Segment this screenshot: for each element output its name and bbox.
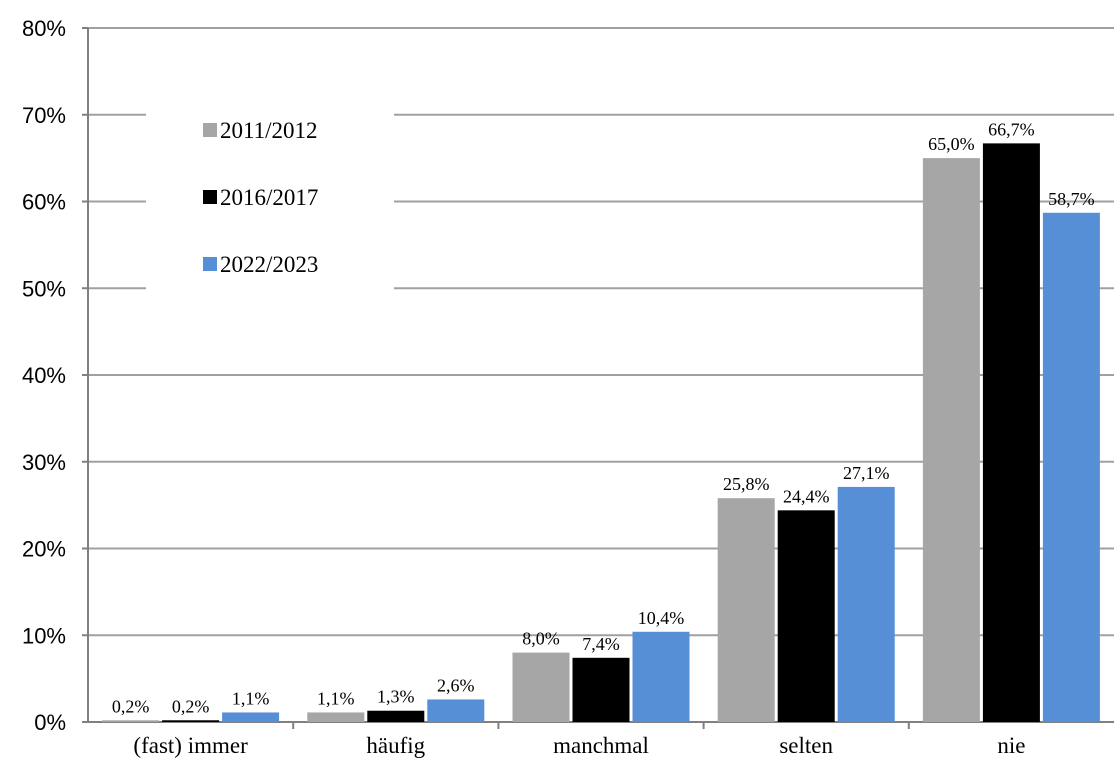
y-tick-label: 70% (22, 103, 66, 128)
bar (102, 720, 160, 722)
legend: 2011/2012 2016/2017 2022/2023 (146, 92, 394, 297)
data-label: 24,4% (783, 486, 830, 506)
bar (222, 712, 280, 722)
data-label: 10,4% (638, 608, 685, 628)
data-label: 8,0% (522, 629, 560, 649)
bar (1042, 212, 1100, 722)
legend-swatch (203, 190, 217, 204)
legend-label: 2022/2023 (220, 252, 318, 277)
y-tick-label: 10% (22, 623, 66, 648)
bar (512, 652, 570, 722)
data-label: 25,8% (723, 474, 770, 494)
x-category-label: selten (779, 733, 833, 758)
bars (102, 143, 1100, 722)
data-label: 27,1% (843, 463, 890, 483)
category-labels: (fast) immer häufig manchmal selten nie (133, 722, 1025, 758)
y-tick-label: 60% (22, 190, 66, 215)
data-label: 1,1% (317, 688, 355, 708)
legend-swatch (203, 257, 217, 271)
bar (307, 712, 365, 722)
bar (837, 486, 895, 722)
legend-swatch (203, 123, 217, 137)
data-label: 0,2% (172, 696, 210, 716)
bar (367, 710, 425, 722)
x-category-label: manchmal (553, 733, 649, 758)
y-tick-label: 40% (22, 363, 66, 388)
legend-background (146, 92, 394, 297)
bar (982, 143, 1040, 722)
x-category-label: häufig (366, 733, 425, 758)
bar (572, 657, 630, 722)
data-labels: 0,2% 0,2% 1,1% 1,1% 1,3% 2,6% 8,0% 7,4% 10,4% 25,… (112, 119, 1095, 716)
legend-label: 2011/2012 (220, 118, 318, 143)
data-label: 1,3% (377, 687, 415, 707)
data-label: 2,6% (437, 675, 475, 695)
y-tick-label: 80% (22, 16, 66, 41)
y-tick-label: 50% (22, 276, 66, 301)
legend-label: 2016/2017 (220, 185, 318, 210)
bar (427, 699, 485, 722)
bar (632, 631, 690, 722)
y-tick-label: 20% (22, 537, 66, 562)
data-label: 58,7% (1048, 189, 1095, 209)
bar (717, 498, 775, 722)
data-label: 1,1% (232, 688, 270, 708)
y-tick-label: 0% (34, 710, 66, 735)
bar (922, 158, 980, 722)
x-category-label: nie (997, 733, 1025, 758)
y-tick-label: 30% (22, 450, 66, 475)
data-label: 66,7% (988, 119, 1035, 139)
data-label: 0,2% (112, 696, 150, 716)
data-label: 65,0% (928, 134, 975, 154)
y-tick-labels: 0% 10% 20% 30% 40% 50% 60% 70% 80% (22, 16, 66, 735)
bar (162, 720, 220, 722)
bar (777, 510, 835, 722)
x-category-label: (fast) immer (133, 733, 248, 758)
data-label: 7,4% (582, 634, 620, 654)
